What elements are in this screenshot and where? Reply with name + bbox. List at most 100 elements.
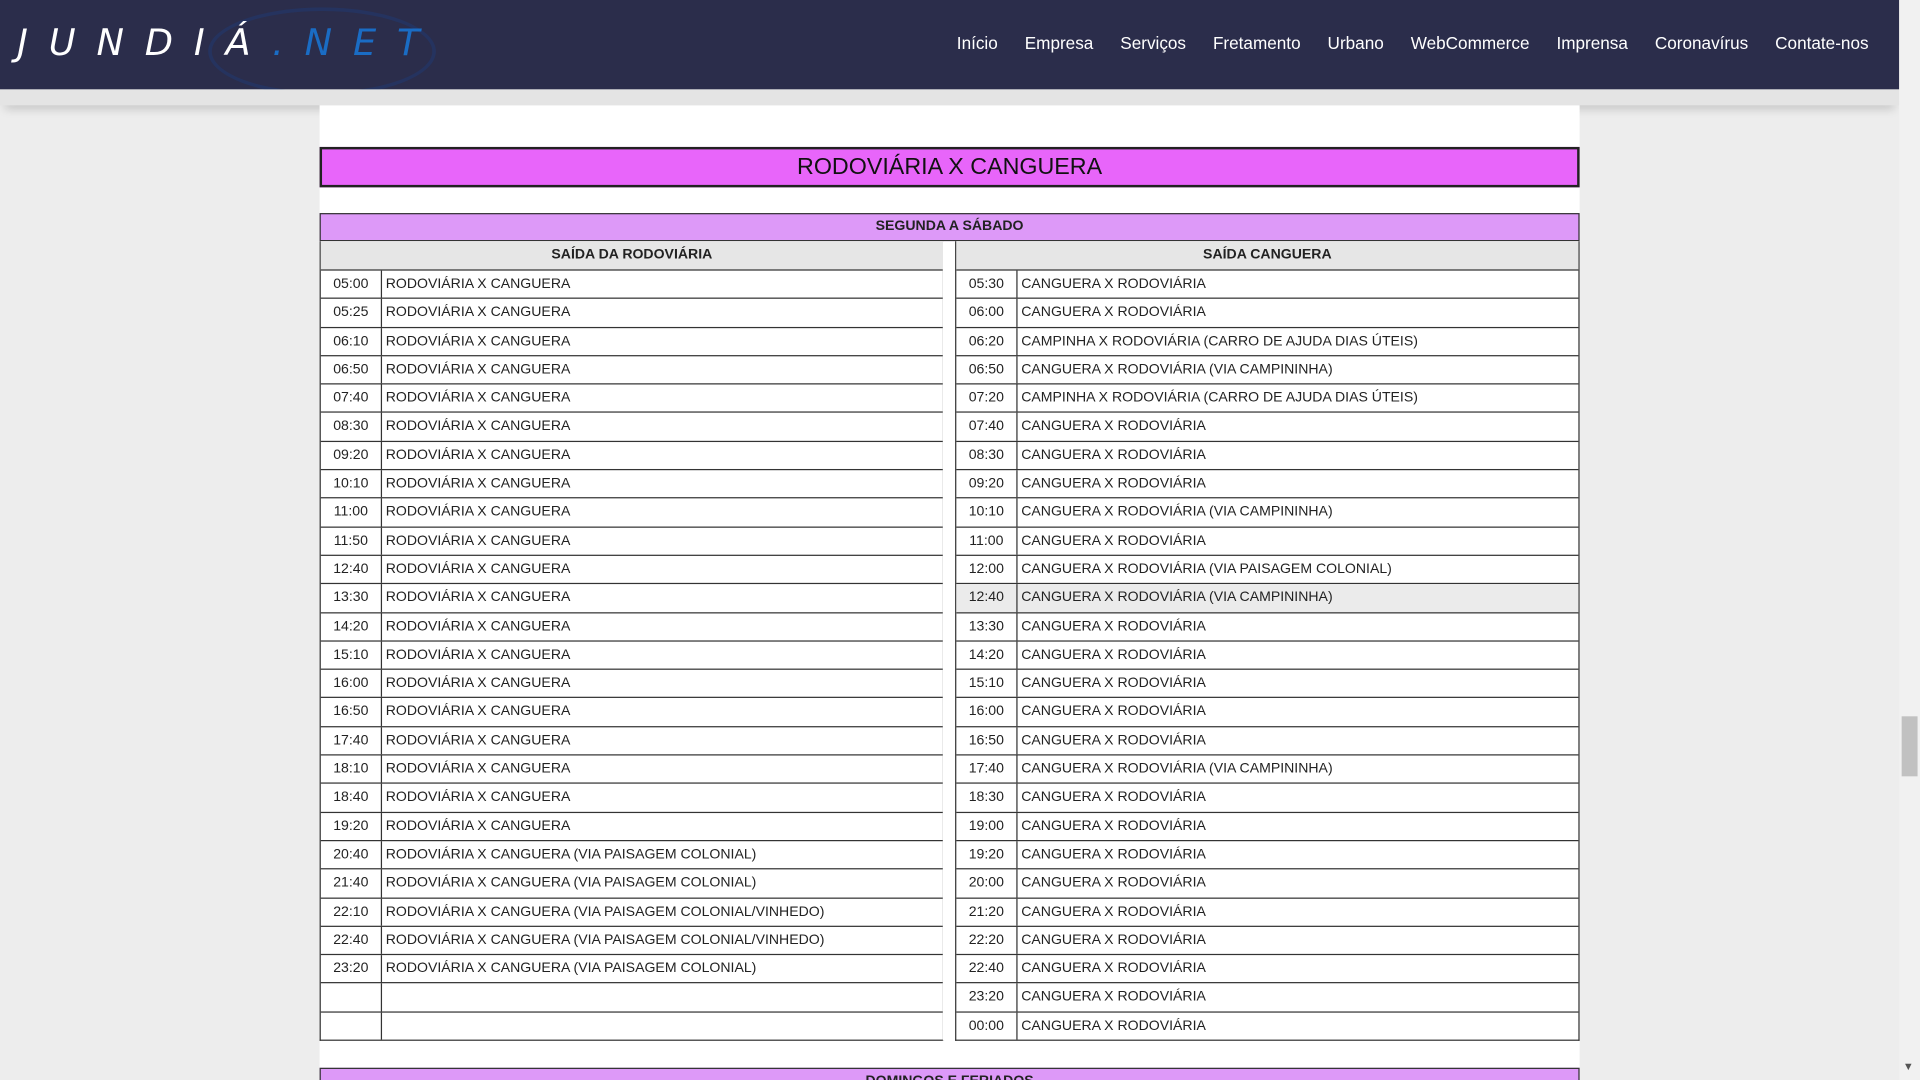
table-row: 21:20 CANGUERA X RODOVIÁRIA — [956, 898, 1579, 927]
column-header: SAÍDA CANGUERA — [956, 241, 1579, 271]
departure-time: 18:40 — [321, 784, 383, 812]
departure-time: 14:20 — [956, 641, 1018, 669]
departures-canguera-table: SAÍDA CANGUERA 05:30 CANGUERA X RODOVIÁRI… — [955, 241, 1580, 1041]
table-row: 06:00 CANGUERA X RODOVIÁRIA — [956, 299, 1579, 328]
route-description: RODOVIÁRIA X CANGUERA — [385, 305, 571, 320]
table-row: 18:10 RODOVIÁRIA X CANGUERA — [320, 755, 943, 785]
table-row: 19:00 CANGUERA X RODOVIÁRIA — [956, 812, 1579, 842]
nav-contate-nos[interactable]: Contate-nos — [1775, 33, 1869, 53]
route-description: CANGUERA X RODOVIÁRIA — [1021, 447, 1206, 463]
nav-empresa[interactable]: Empresa — [1024, 33, 1094, 53]
table-row: 20:00 CANGUERA X RODOVIÁRIA — [956, 869, 1579, 899]
route-description: CANGUERA X RODOVIÁRIA (VIA PAISAGEM COLO… — [1021, 562, 1392, 577]
nav-urbano[interactable]: Urbano — [1327, 33, 1384, 53]
nav-servicos[interactable]: Serviços — [1120, 33, 1187, 53]
departure-time: 06:20 — [956, 327, 1018, 355]
departure-time: 18:30 — [956, 784, 1018, 812]
table-row: 18:40 RODOVIÁRIA X CANGUERA — [320, 784, 943, 813]
departure-time: 22:10 — [321, 898, 383, 926]
table-row: 14:20 CANGUERA X RODOVIÁRIA — [956, 641, 1579, 670]
departure-time: 21:20 — [956, 898, 1018, 926]
table-row: 06:10 RODOVIÁRIA X CANGUERA — [320, 327, 943, 357]
table-row: 07:20 CAMPINHA X RODOVIÁRIA (CARRO DE AJU… — [956, 384, 1579, 414]
table-row: 07:40 RODOVIÁRIA X CANGUERA — [320, 384, 943, 414]
table-row: 12:40 RODOVIÁRIA X CANGUERA — [320, 555, 943, 585]
route-description: CANGUERA X RODOVIÁRIA — [1021, 989, 1206, 1005]
main-nav: Início Empresa Serviços Fretamento Urban… — [957, 33, 1869, 53]
departure-time: 14:20 — [321, 612, 383, 641]
route-description: CANGUERA X RODOVIÁRIA — [1021, 647, 1206, 663]
departure-time: 23:20 — [321, 955, 383, 983]
route-description: CANGUERA X RODOVIÁRIA — [1021, 619, 1206, 634]
nav-imprensa[interactable]: Imprensa — [1556, 33, 1628, 53]
route-description: CANGUERA X RODOVIÁRIA — [1021, 932, 1206, 948]
route-description: CANGUERA X RODOVIÁRIA — [1021, 790, 1206, 805]
route-description: CANGUERA X RODOVIÁRIA (VIA CAMPININHA) — [1021, 362, 1333, 378]
departure-time: 18:10 — [321, 755, 383, 783]
route-description: RODOVIÁRIA X CANGUERA (VIA PAISAGEM COLO… — [385, 847, 757, 862]
route-description: CANGUERA X RODOVIÁRIA — [1021, 704, 1206, 720]
table-row: 15:10 RODOVIÁRIA X CANGUERA — [320, 641, 943, 670]
route-description: RODOVIÁRIA X CANGUERA — [385, 733, 571, 748]
route-description: RODOVIÁRIA X CANGUERA — [385, 476, 571, 492]
departure-time: 06:10 — [321, 327, 383, 355]
route-description: RODOVIÁRIA X CANGUERA (VIA PAISAGEM COLO… — [385, 932, 825, 948]
scrollbar[interactable] — [1899, 0, 1920, 1080]
table-row: 12:00 CANGUERA X RODOVIÁRIA (VIA PAISAGEM… — [956, 555, 1579, 585]
departure-time: 12:40 — [321, 555, 383, 584]
departure-time: 16:00 — [321, 669, 383, 698]
departure-time: 06:00 — [956, 299, 1018, 327]
table-row: 23:20 CANGUERA X RODOVIÁRIA — [956, 983, 1579, 1013]
table-row: 06:20 CAMPINHA X RODOVIÁRIA (CARRO DE AJU… — [956, 327, 1579, 357]
route-description: RODOVIÁRIA X CANGUERA — [385, 676, 571, 691]
route-description: RODOVIÁRIA X CANGUERA — [385, 533, 571, 549]
departure-time: 05:30 — [956, 270, 1018, 298]
route-description: RODOVIÁRIA X CANGUERA — [385, 504, 571, 520]
departure-time: 05:25 — [321, 299, 383, 327]
table-row: 06:50 RODOVIÁRIA X CANGUERA — [320, 356, 943, 385]
table-row: 08:30 RODOVIÁRIA X CANGUERA — [320, 413, 943, 442]
departure-time: 15:10 — [956, 669, 1018, 698]
scrollbar-thumb[interactable] — [1901, 716, 1918, 777]
table-row: 11:00 RODOVIÁRIA X CANGUERA — [320, 498, 943, 528]
table-row: 21:40 RODOVIÁRIA X CANGUERA (VIA PAISAGEM… — [320, 869, 943, 899]
route-description: CAMPINHA X RODOVIÁRIA (CARRO DE AJUDA DI… — [1021, 333, 1418, 349]
nav-fretamento[interactable]: Fretamento — [1212, 33, 1301, 53]
route-description: CANGUERA X RODOVIÁRIA — [1021, 875, 1206, 891]
departure-time — [321, 1012, 383, 1040]
nav-webcommerce[interactable]: WebCommerce — [1410, 33, 1530, 53]
table-row: 16:00 CANGUERA X RODOVIÁRIA — [956, 698, 1579, 728]
departure-time: 21:40 — [321, 869, 383, 897]
route-description: RODOVIÁRIA X CANGUERA — [385, 647, 571, 663]
route-description — [382, 1012, 386, 1039]
scroll-down-arrow-icon[interactable]: ▼ — [1902, 1060, 1914, 1073]
route-description: CANGUERA X RODOVIÁRIA — [1021, 818, 1206, 834]
departure-time: 15:10 — [321, 641, 383, 669]
table-row: 15:10 CANGUERA X RODOVIÁRIA — [956, 669, 1579, 699]
route-description: CANGUERA X RODOVIÁRIA — [1021, 1018, 1206, 1034]
departure-time: 10:10 — [956, 498, 1018, 527]
departure-time: 08:30 — [321, 413, 383, 441]
route-description: RODOVIÁRIA X CANGUERA — [385, 447, 571, 463]
table-row: 14:20 RODOVIÁRIA X CANGUERA — [320, 612, 943, 642]
route-description: RODOVIÁRIA X CANGUERA (VIA PAISAGEM COLO… — [385, 904, 825, 920]
nav-inicio[interactable]: Início — [956, 33, 998, 53]
table-row: 05:30 CANGUERA X RODOVIÁRIA — [956, 270, 1579, 300]
departure-time: 19:20 — [321, 812, 383, 840]
site-logo[interactable]: JUNDIÁ.NET — [17, 22, 440, 71]
route-description: RODOVIÁRIA X CANGUERA — [385, 704, 571, 720]
nav-coronavirus[interactable]: Coronavírus — [1654, 33, 1749, 53]
table-row: 11:50 RODOVIÁRIA X CANGUERA — [320, 527, 943, 556]
page-title: RODOVIÁRIA X CANGUERA — [319, 146, 1580, 188]
departure-time: 09:20 — [321, 441, 383, 470]
departure-time: 16:00 — [956, 698, 1018, 726]
table-row: 22:40 CANGUERA X RODOVIÁRIA — [956, 955, 1579, 984]
departure-time — [321, 983, 383, 1012]
route-description: RODOVIÁRIA X CANGUERA — [385, 818, 571, 834]
departure-time: 06:50 — [321, 356, 383, 384]
route-description: CANGUERA X RODOVIÁRIA — [1021, 419, 1206, 435]
route-description: CANGUERA X RODOVIÁRIA (VIA CAMPININHA) — [1021, 504, 1333, 520]
route-description: RODOVIÁRIA X CANGUERA (VIA PAISAGEM COLO… — [385, 875, 757, 891]
table-row: 16:00 RODOVIÁRIA X CANGUERA — [320, 669, 943, 699]
table-row: 22:20 CANGUERA X RODOVIÁRIA — [956, 926, 1579, 956]
